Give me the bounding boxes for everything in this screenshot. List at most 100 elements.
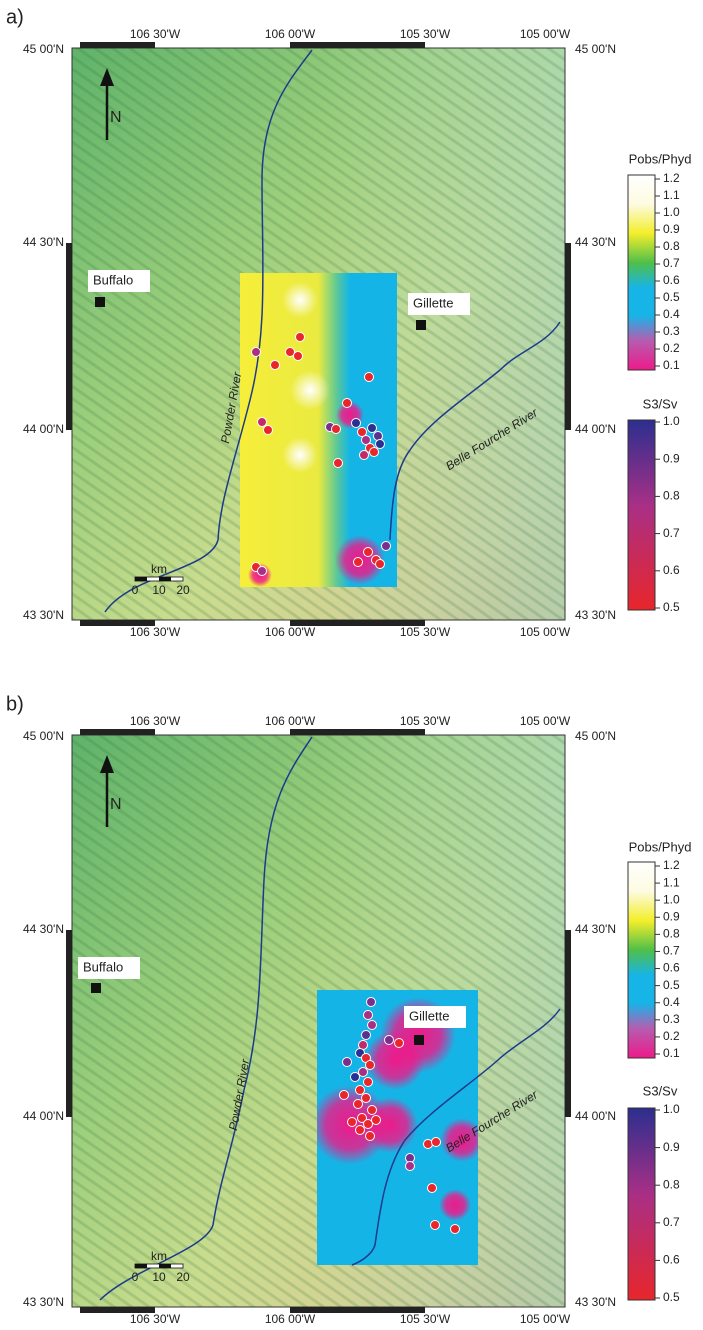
colorbar-tick-label: 0.9 [663, 451, 680, 465]
legend-title: S3/Sv [643, 396, 678, 411]
colorbar-tick-label: 0.1 [663, 1046, 680, 1060]
overlay-blob [282, 437, 318, 473]
event-marker [356, 1086, 365, 1095]
scale-tick-label: 0 [132, 1270, 139, 1284]
place-marker [416, 320, 426, 330]
colorbar-tick-label: 0.9 [663, 909, 680, 923]
lon-label: 105 30'W [400, 625, 451, 639]
event-marker [364, 548, 373, 557]
lon-label: 106 00'W [265, 1312, 316, 1326]
colorbar-tick-label: 1.1 [663, 875, 680, 889]
scale-bar-seg [135, 1264, 147, 1268]
scale-unit: km [151, 562, 167, 576]
lat-label: 43 30'N [23, 608, 64, 622]
place-label: Buffalo [93, 272, 133, 287]
scale-tick-label: 20 [176, 583, 190, 597]
place-label: Gillette [413, 295, 453, 310]
colorbar-tick-label: 0.2 [663, 341, 680, 355]
event-marker [367, 998, 376, 1007]
scale-tick-label: 10 [152, 1270, 166, 1284]
scale-tick-label: 0 [132, 583, 139, 597]
frame-band [66, 243, 72, 430]
colorbar-tick-label: 1.0 [663, 1102, 680, 1116]
event-marker [364, 1011, 373, 1020]
scale-bar-seg [159, 577, 171, 581]
event-marker [354, 558, 363, 567]
colorbar-tick-label: 1.0 [663, 205, 680, 219]
event-marker [372, 1116, 381, 1125]
scale-bar-seg [135, 577, 147, 581]
lon-label: 106 00'W [265, 714, 316, 728]
lon-label: 105 00'W [520, 625, 571, 639]
colorbar [628, 862, 655, 1058]
event-marker [364, 1078, 373, 1087]
event-marker [376, 440, 385, 449]
colorbar-tick-label: 0.6 [663, 273, 680, 287]
lat-label: 43 30'N [23, 1295, 64, 1309]
frame-band [80, 42, 155, 48]
frame-band [80, 729, 155, 735]
event-marker [258, 418, 267, 427]
lon-label: 106 30'W [130, 625, 181, 639]
event-marker [340, 1091, 349, 1100]
colorbar-tick-label: 0.3 [663, 1012, 680, 1026]
panel-label: a) [6, 6, 24, 28]
lon-label: 105 30'W [400, 714, 451, 728]
lat-label: 44 30'N [575, 922, 616, 936]
lon-label: 105 00'W [520, 714, 571, 728]
event-marker [362, 1031, 371, 1040]
frame-band [565, 930, 571, 1117]
legend-title: Pobs/Phyd [629, 151, 692, 166]
lat-label: 44 00'N [23, 1109, 64, 1123]
lat-label: 44 00'N [575, 1109, 616, 1123]
frame-band [565, 243, 571, 430]
event-marker [368, 1021, 377, 1030]
event-marker [258, 567, 267, 576]
overlay-blob [439, 1189, 471, 1221]
event-marker [382, 542, 391, 551]
event-marker [348, 1118, 357, 1127]
event-marker [334, 459, 343, 468]
lon-label: 106 30'W [130, 714, 181, 728]
north-label: N [110, 109, 122, 126]
colorbar-tick-label: 1.0 [663, 892, 680, 906]
legend-title: S3/Sv [643, 1083, 678, 1098]
lat-label: 43 30'N [575, 1295, 616, 1309]
place-marker [91, 983, 101, 993]
event-marker [366, 1061, 375, 1070]
colorbar-tick-label: 0.7 [663, 944, 680, 958]
north-label: N [110, 796, 122, 813]
event-marker [406, 1162, 415, 1171]
place-marker [414, 1035, 424, 1045]
lat-label: 43 30'N [575, 608, 616, 622]
event-marker [356, 1126, 365, 1135]
colorbar-tick-label: 0.1 [663, 358, 680, 372]
frame-band [290, 42, 425, 48]
colorbar-tick-label: 0.9 [663, 1140, 680, 1154]
colorbar-tick-label: 0.5 [663, 600, 680, 614]
colorbar-tick-label: 0.5 [663, 290, 680, 304]
lat-label: 45 00'N [23, 729, 64, 743]
event-marker [431, 1221, 440, 1230]
colorbar-tick-label: 0.6 [663, 1253, 680, 1267]
event-marker [351, 1073, 360, 1082]
lon-label: 105 00'W [520, 27, 571, 41]
colorbar-tick-label: 1.2 [663, 171, 680, 185]
event-marker [376, 560, 385, 569]
colorbar-tick-label: 0.3 [663, 324, 680, 338]
event-marker [385, 1036, 394, 1045]
colorbar-tick-label: 1.0 [663, 414, 680, 428]
lat-label: 44 30'N [23, 922, 64, 936]
event-marker [343, 1058, 352, 1067]
colorbar-tick-label: 0.8 [663, 489, 680, 503]
event-marker [432, 1138, 441, 1147]
colorbar-tick-label: 0.6 [663, 563, 680, 577]
scale-bar-seg [159, 1264, 171, 1268]
event-marker [352, 419, 361, 428]
colorbar-tick-label: 0.4 [663, 307, 680, 321]
lat-label: 44 30'N [575, 235, 616, 249]
overlay-blob [290, 370, 330, 410]
colorbar-tick-label: 0.8 [663, 239, 680, 253]
colorbar-tick-label: 0.5 [663, 978, 680, 992]
lon-label: 106 30'W [130, 27, 181, 41]
